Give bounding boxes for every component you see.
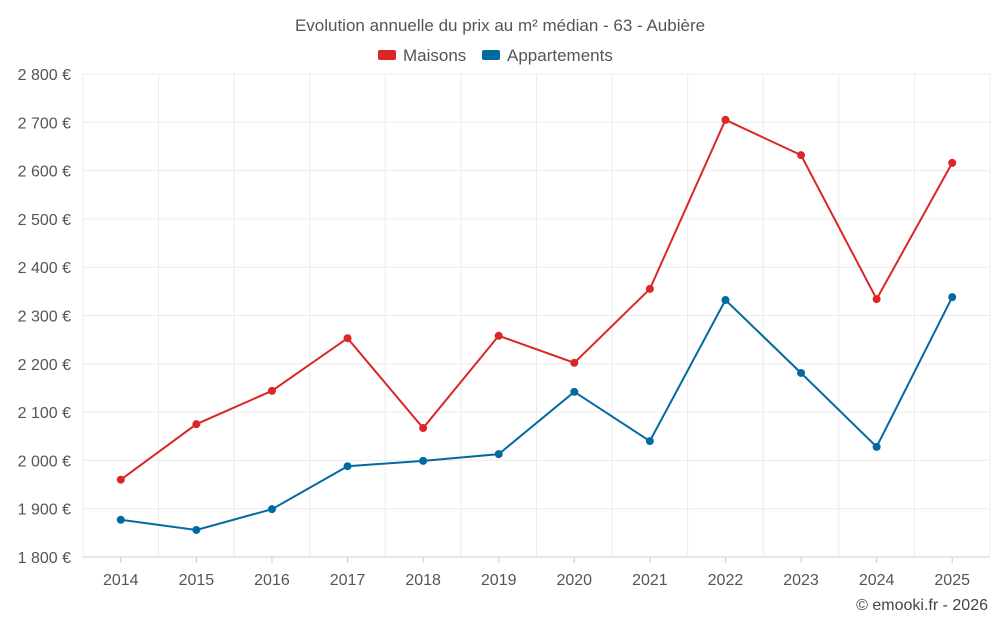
grid — [82, 73, 991, 558]
y-tick-label: 2 500 € — [18, 212, 71, 229]
data-point-appartements — [494, 450, 503, 459]
data-point-appartements — [645, 437, 654, 446]
y-axis: 1 800 € 1 900 € 2 000 € 2 100 € 2 200 € 2 300… — [18, 67, 71, 567]
y-tick-label: 2 000 € — [18, 453, 71, 470]
x-tick-label: 2022 — [708, 572, 744, 589]
credit: © emooki.fr - 2026 — [856, 597, 988, 614]
legend: Maisons Appartements — [378, 46, 613, 65]
data-point-maisons — [192, 420, 201, 429]
data-point-appartements — [192, 525, 201, 534]
legend-swatch-maisons — [378, 50, 396, 60]
y-tick-label: 2 100 € — [18, 405, 71, 422]
data-point-appartements — [797, 368, 806, 377]
y-tick-label: 2 400 € — [18, 260, 71, 277]
x-tick-label: 2024 — [859, 572, 895, 589]
data-point-appartements — [872, 442, 881, 451]
data-point-appartements — [419, 456, 428, 465]
legend-label-appartements: Appartements — [507, 46, 613, 65]
data-point-maisons — [343, 334, 352, 343]
data-point-maisons — [797, 151, 806, 160]
data-point-appartements — [948, 293, 957, 302]
data-point-maisons — [645, 284, 654, 293]
y-tick-label: 2 600 € — [18, 164, 71, 181]
x-tick-label: 2016 — [254, 572, 290, 589]
x-tick-label: 2014 — [103, 572, 139, 589]
data-point-appartements — [570, 387, 579, 396]
legend-swatch-appartements — [482, 50, 500, 60]
data-point-maisons — [872, 295, 881, 304]
data-point-appartements — [343, 462, 352, 471]
y-tick-label: 1 800 € — [18, 550, 71, 567]
data-point-maisons — [494, 331, 503, 340]
series-layer — [116, 115, 957, 534]
data-point-maisons — [721, 115, 730, 124]
y-tick-label: 2 700 € — [18, 115, 71, 132]
legend-label-maisons: Maisons — [403, 46, 466, 65]
x-tick-label: 2015 — [179, 572, 215, 589]
x-tick-label: 2021 — [632, 572, 668, 589]
x-tick-label: 2019 — [481, 572, 517, 589]
y-tick-label: 1 900 € — [18, 502, 71, 519]
x-tick-label: 2017 — [330, 572, 366, 589]
series-line-maisons — [120, 118, 954, 481]
x-tick-label: 2023 — [783, 572, 819, 589]
y-tick-label: 2 300 € — [18, 309, 71, 326]
x-axis: 2014 2015 2016 2017 2018 2019 2020 2021 2022 2023… — [103, 557, 970, 589]
data-point-appartements — [721, 296, 730, 305]
data-point-maisons — [116, 475, 125, 484]
series-line-appartements — [120, 296, 954, 531]
x-tick-label: 2025 — [934, 572, 970, 589]
data-point-maisons — [419, 424, 428, 433]
y-tick-label: 2 200 € — [18, 357, 71, 374]
chart-title: Evolution annuelle du prix au m² médian … — [295, 16, 705, 35]
data-point-maisons — [570, 358, 579, 367]
x-tick-label: 2018 — [405, 572, 441, 589]
data-point-maisons — [267, 386, 276, 395]
data-point-appartements — [116, 515, 125, 524]
data-point-appartements — [267, 505, 276, 514]
y-tick-label: 2 800 € — [18, 67, 71, 84]
data-point-maisons — [948, 158, 957, 167]
x-tick-label: 2020 — [556, 572, 592, 589]
